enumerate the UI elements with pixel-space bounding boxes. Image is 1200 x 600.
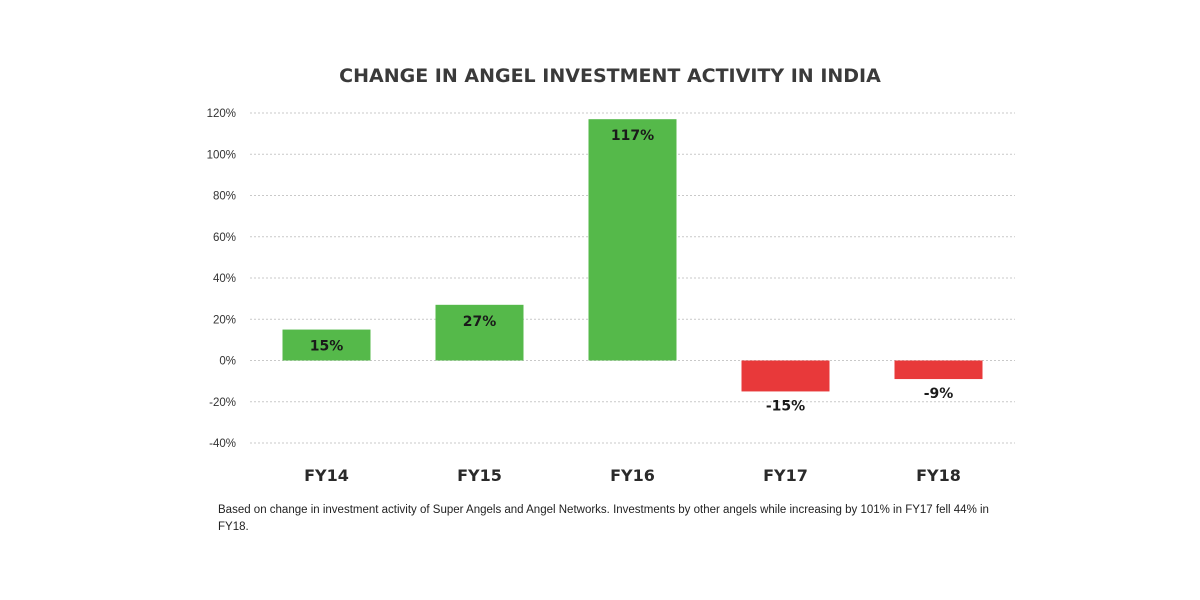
- bar-fy18: [894, 360, 983, 380]
- y-tick-label: 100%: [207, 149, 236, 161]
- y-tick-label: 120%: [207, 108, 236, 120]
- chart-footnote: Based on change in investment activity o…: [218, 504, 989, 533]
- bar-fy14: [282, 329, 371, 361]
- x-category-label: FY16: [610, 466, 655, 485]
- x-axis-categories: FY14 FY15 FY16 FY17 FY18: [304, 466, 961, 485]
- chart-title: CHANGE IN ANGEL INVESTMENT ACTIVITY IN I…: [339, 65, 881, 87]
- data-label: 27%: [463, 314, 497, 330]
- y-axis-ticks: 120% 100% 80% 60% 40% 20% 0% -20% -40%: [207, 108, 236, 450]
- data-label: 117%: [611, 128, 654, 144]
- data-labels: 15% 27% 117% -15% -9%: [310, 128, 954, 414]
- y-tick-label: 80%: [213, 191, 236, 203]
- y-tick-label: -40%: [209, 438, 236, 450]
- y-tick-label: -20%: [209, 397, 236, 409]
- x-category-label: FY17: [763, 466, 808, 485]
- data-label: -9%: [924, 386, 954, 402]
- y-tick-label: 60%: [213, 232, 236, 244]
- bar-fy17: [741, 360, 830, 392]
- y-tick-label: 0%: [219, 356, 236, 368]
- x-category-label: FY18: [916, 466, 961, 485]
- grid: [250, 112, 1015, 444]
- data-label: -15%: [766, 398, 805, 414]
- x-category-label: FY15: [457, 466, 502, 485]
- data-label: 15%: [310, 339, 344, 355]
- bar-fy16: [588, 119, 677, 361]
- y-tick-label: 20%: [213, 314, 236, 326]
- bars: [282, 119, 983, 392]
- y-tick-label: 40%: [213, 273, 236, 285]
- x-category-label: FY14: [304, 466, 349, 485]
- bar-fy15: [435, 304, 524, 361]
